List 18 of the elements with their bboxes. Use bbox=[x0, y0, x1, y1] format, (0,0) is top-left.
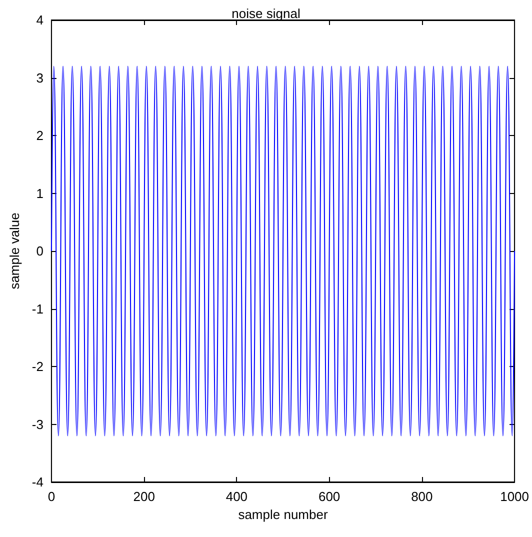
x-tick-label: 200 bbox=[133, 489, 155, 504]
x-tick-label: 0 bbox=[48, 489, 56, 504]
y-tick-label: -4 bbox=[32, 474, 44, 490]
x-tick-label: 400 bbox=[226, 489, 248, 504]
y-tick-label: -3 bbox=[32, 416, 44, 432]
x-tick-label: 1000 bbox=[500, 489, 529, 504]
x-tick-label: 600 bbox=[318, 489, 340, 504]
y-tick-label: -1 bbox=[32, 301, 44, 316]
x-axis-title: sample number bbox=[238, 506, 328, 522]
x-tick-label: 800 bbox=[411, 489, 433, 504]
y-tick-label: 3 bbox=[36, 70, 44, 86]
y-tick-label: 0 bbox=[36, 244, 44, 258]
y-tick-label: 1 bbox=[36, 186, 44, 201]
y-tick-label: 2 bbox=[36, 128, 44, 143]
chart-title: noise signal bbox=[232, 6, 300, 21]
y-tick-label: 4 bbox=[36, 12, 44, 28]
y-tick-label: -2 bbox=[32, 359, 44, 374]
y-axis-title: sample value bbox=[7, 212, 22, 290]
